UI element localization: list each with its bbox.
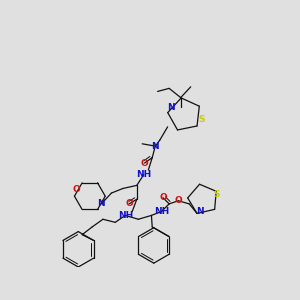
Text: S: S: [198, 115, 205, 124]
Text: NH: NH: [154, 207, 169, 216]
Text: NH: NH: [136, 170, 152, 179]
Text: O: O: [73, 185, 81, 194]
Text: O: O: [141, 158, 148, 167]
Text: S: S: [214, 190, 220, 199]
Text: N: N: [152, 142, 159, 151]
Text: O: O: [125, 200, 133, 208]
Text: N: N: [196, 207, 204, 216]
Text: N: N: [98, 200, 105, 208]
Text: N: N: [167, 103, 175, 112]
Text: O: O: [175, 196, 182, 205]
Text: O: O: [159, 193, 167, 202]
Text: NH: NH: [118, 211, 133, 220]
